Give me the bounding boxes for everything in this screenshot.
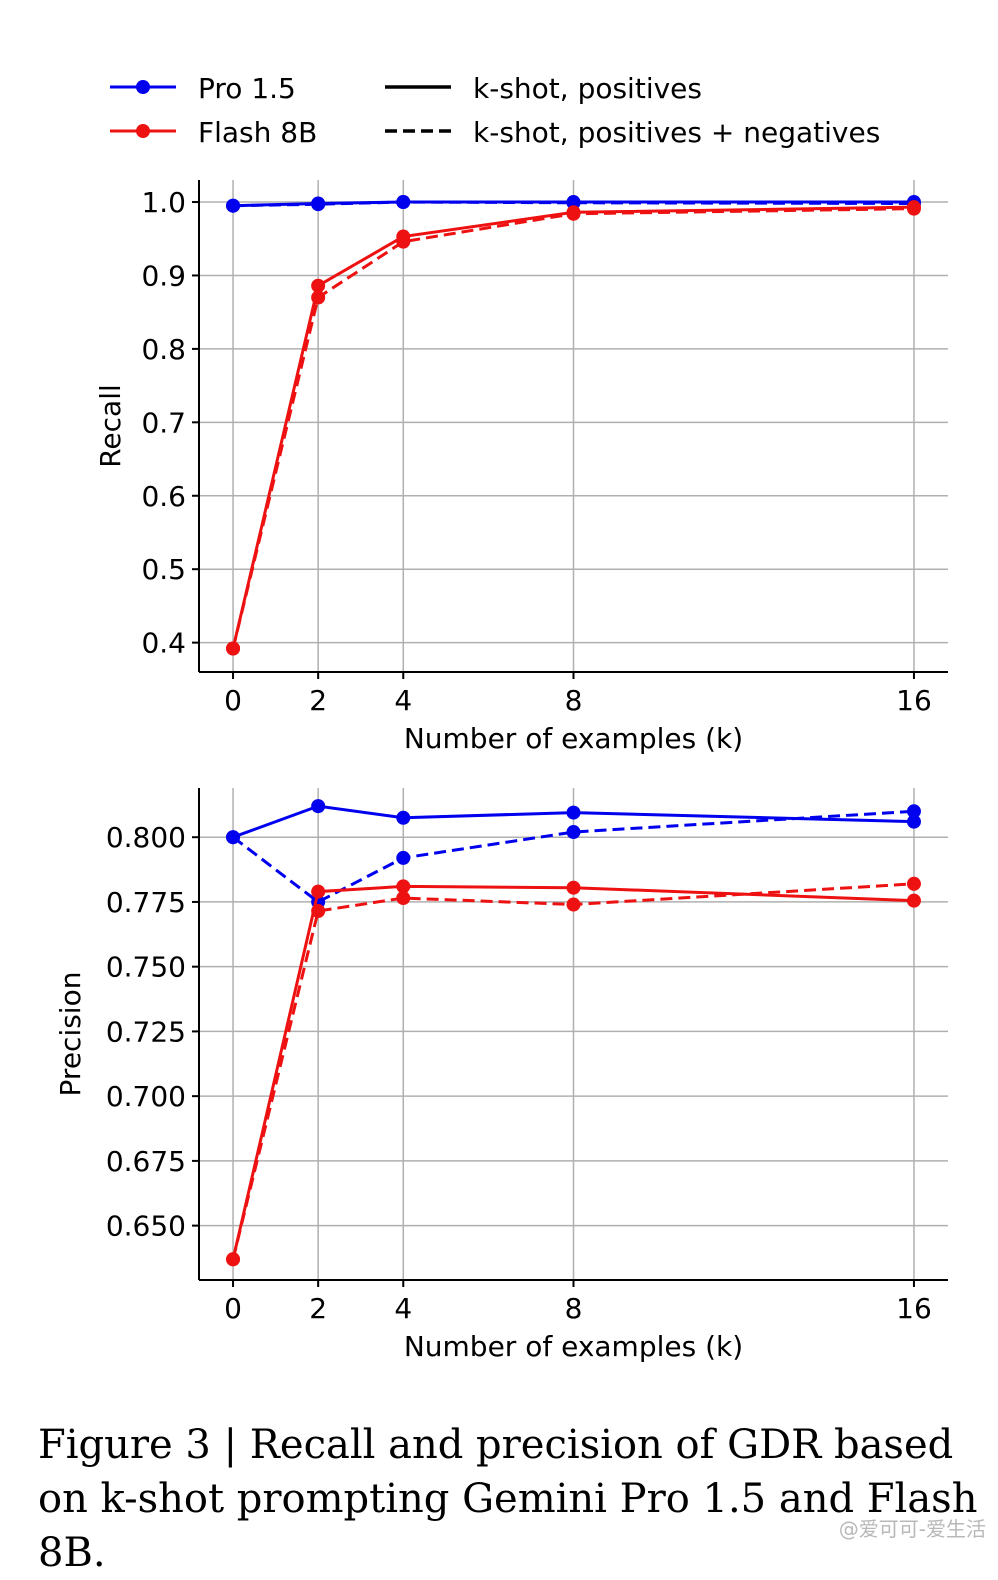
precision-x-axis-label: Number of examples (k): [404, 1330, 743, 1363]
recall-series-1-point-1: [311, 197, 326, 212]
precision-y-tick-label-2: 0.700: [106, 1080, 186, 1113]
recall-x-axis-label: Number of examples (k): [404, 722, 743, 755]
precision-series-3-point-2: [396, 891, 411, 906]
recall-series-3-point-2: [396, 234, 411, 249]
precision-y-axis-label: Precision: [54, 972, 87, 1097]
legend: Pro 1.5 Flash 8B k-shot, positives k-sho…: [110, 72, 880, 149]
legend-flash-label: Flash 8B: [198, 116, 317, 149]
precision-series-1-point-0: [226, 830, 241, 845]
recall-y-tick-label-4: 0.8: [141, 333, 186, 366]
recall-y-tick-label-2: 0.6: [141, 480, 186, 513]
precision-y-tick-label-5: 0.775: [106, 886, 186, 919]
precision-series-2-point-2: [396, 879, 411, 894]
recall-series-3-line: [231, 207, 914, 649]
recall-y-tick-label-5: 0.9: [141, 259, 186, 292]
figure-caption: Figure 3 | Recall and precision of GDR b…: [38, 1422, 978, 1576]
recall-series-3-point-3: [566, 206, 581, 221]
legend-pro-marker: [136, 80, 150, 94]
precision-series-2-point-4: [906, 893, 921, 908]
recall-series-3-point-0: [226, 641, 241, 656]
recall-x-tick-label-2: 4: [394, 684, 412, 717]
precision-series-2-point-1: [311, 884, 326, 899]
legend-pro-label: Pro 1.5: [198, 72, 296, 105]
legend-solid-label: k-shot, positives: [473, 72, 702, 105]
recall-series-1-point-2: [396, 195, 411, 210]
precision-series-3-point-1: [311, 904, 326, 918]
precision-series-2-point-3: [566, 880, 581, 895]
precision-x-tick-label-2: 4: [394, 1292, 412, 1325]
precision-y-tick-label-3: 0.725: [106, 1015, 186, 1048]
recall-x-tick-label-4: 16: [896, 684, 932, 717]
recall-x-tick-label-3: 8: [565, 684, 583, 717]
recall-x-tick-label-1: 2: [309, 684, 327, 717]
precision-series-1-point-2: [396, 850, 411, 865]
precision-series-3-point-4: [906, 876, 921, 891]
precision-x-tick-label-4: 16: [896, 1292, 932, 1325]
precision-series-3-point-3: [566, 897, 581, 912]
precision-y-tick-label-6: 0.800: [106, 821, 186, 854]
precision-series-0-point-4: [906, 814, 921, 829]
recall-series-2-point-1: [311, 278, 326, 293]
recall-chart: 0 2 4 8 16 0.4 0.5 0.6 0.7 0.8 0.9 1.0 Number of exa…: [94, 180, 948, 755]
recall-y-tick-label-3: 0.7: [141, 406, 186, 439]
recall-y-axis-label: Recall: [94, 384, 127, 468]
recall-series-1-point-0: [226, 198, 241, 213]
precision-y-tick-label-0: 0.650: [106, 1210, 186, 1243]
precision-series-3-point-0: [226, 1252, 241, 1267]
precision-series-0-point-1: [311, 799, 326, 814]
legend-dashed-label: k-shot, positives + negatives: [473, 116, 880, 149]
watermark: @爱可可-爱生活: [838, 1517, 986, 1541]
precision-x-tick-label-0: 0: [224, 1292, 242, 1325]
precision-series-0-point-3: [566, 805, 581, 820]
recall-x-tick-label-0: 0: [224, 684, 242, 717]
recall-y-tick-label-6: 1.0: [141, 186, 186, 219]
precision-series-0-point-2: [396, 810, 411, 825]
precision-series-3-line: [231, 882, 915, 1260]
precision-y-tick-label-1: 0.675: [106, 1145, 186, 1178]
precision-series-1-point-4: [906, 804, 921, 819]
precision-x-tick-label-3: 8: [565, 1292, 583, 1325]
legend-flash-marker: [136, 124, 150, 138]
recall-y-tick-label-1: 0.5: [141, 553, 186, 586]
precision-y-tick-label-4: 0.750: [106, 951, 186, 984]
precision-chart: 0 2 4 8 16 0.650 0.675 0.700 0.725 0.750 0.775 0.80…: [54, 788, 948, 1363]
recall-series-3-point-1: [311, 290, 326, 305]
precision-x-tick-label-1: 2: [309, 1292, 327, 1325]
precision-series-1-point-3: [566, 825, 581, 840]
recall-series-3-point-4: [906, 201, 921, 216]
recall-y-tick-label-0: 0.4: [141, 627, 186, 660]
